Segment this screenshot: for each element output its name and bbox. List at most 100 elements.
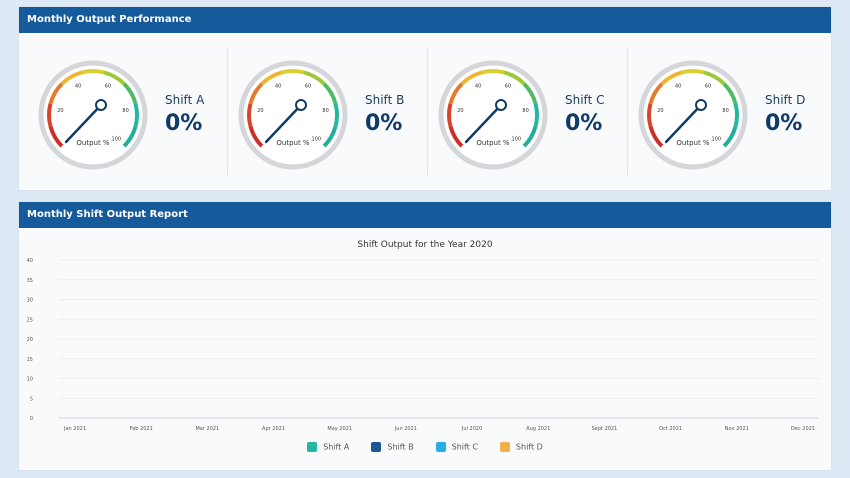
- legend-swatch: [499, 442, 510, 452]
- gauge-arc-segment: [703, 70, 726, 86]
- gauge-tick-label: 60: [505, 84, 511, 90]
- gauge-arc-segment: [503, 70, 526, 86]
- y-tick-label: 35: [27, 278, 33, 284]
- gauge-tick-label: 60: [305, 84, 311, 90]
- y-tick-label: 25: [27, 317, 33, 323]
- gauge-tick-label: 80: [522, 108, 528, 114]
- legend-item[interactable]: Shift A: [307, 442, 349, 452]
- chart-title: Shift Output for the Year 2020: [357, 240, 492, 250]
- gauge-arc-segment: [333, 103, 339, 127]
- gauge-arc-segment: [448, 125, 464, 148]
- y-tick-label: 5: [30, 396, 33, 402]
- gauge-tick-label: 100: [512, 136, 522, 142]
- legend-swatch: [435, 442, 446, 452]
- shift-name-label: Shift C: [565, 93, 605, 107]
- shift-output-chart: Shift Output for the Year 2020 0 5 10 15 20 25…: [27, 240, 819, 432]
- gauge-tick-label: 20: [457, 108, 463, 114]
- legend-item[interactable]: Shift B: [371, 442, 414, 452]
- shift-output-value: 0%: [365, 111, 403, 136]
- gauge-tick-label: 20: [257, 108, 263, 114]
- gauge-arc-segment: [647, 103, 653, 127]
- gauge-arc-segment: [648, 82, 664, 105]
- gauge-hub: [495, 99, 507, 111]
- gauge-arc-segment: [122, 125, 138, 148]
- x-tick-label: Mar 2021: [195, 426, 219, 432]
- legend-item[interactable]: Shift C: [435, 442, 478, 452]
- gauge-tick-label: 40: [275, 84, 281, 90]
- y-tick-label: 30: [27, 298, 33, 304]
- gauge-caption: Output %: [676, 139, 710, 147]
- gauge-arc-segment: [522, 125, 538, 148]
- gauge-hub: [95, 99, 107, 111]
- gauge-arc-segment: [322, 125, 338, 148]
- output-performance-header: Monthly Output Performance: [19, 7, 831, 33]
- gauge-arc-segment: [281, 69, 305, 75]
- gauge-card-2: 20 40 60 80 100 Output % Shift B 0%: [237, 47, 427, 175]
- gauge-needle: [664, 103, 703, 144]
- gauge-divider: [427, 47, 428, 175]
- gauge-arc-segment: [533, 103, 539, 127]
- gauge-card-1: 20 40 60 80 100 Output % Shift A 0%: [37, 47, 227, 175]
- gauge-tick-label: 60: [705, 84, 711, 90]
- gauge-arc-segment: [133, 103, 139, 127]
- gauge-arc-segment: [48, 82, 64, 105]
- gauge-arc-segment: [460, 70, 483, 86]
- legend-item[interactable]: Shift D: [499, 442, 543, 452]
- x-tick-label: Aug 2021: [526, 426, 550, 432]
- gauge-arc-segment: [48, 125, 64, 148]
- gauge-arc-segment: [447, 103, 453, 127]
- legend-label: Shift C: [451, 442, 478, 452]
- x-tick-label: Jun 2021: [394, 426, 417, 432]
- shift-name-label: Shift A: [165, 93, 205, 107]
- legend-swatch: [371, 442, 382, 452]
- x-tick-label: Oct 2021: [659, 426, 682, 432]
- gauge-arc-segment: [722, 82, 738, 105]
- gauge-arc-segment: [247, 103, 253, 127]
- gauge-arc-segment: [722, 125, 738, 148]
- shift-output-value: 0%: [765, 111, 803, 136]
- legend-label: Shift B: [387, 442, 414, 452]
- gauge-needle: [64, 103, 103, 144]
- gauge-arc-segment: [81, 69, 105, 75]
- legend-label: Shift A: [323, 442, 350, 452]
- gauge-tick-label: 20: [57, 108, 63, 114]
- x-tick-label: May 2021: [327, 426, 352, 432]
- gauge-arc-segment: [322, 82, 338, 105]
- gauge-arc-segment: [60, 70, 83, 86]
- y-tick-label: 10: [27, 377, 33, 383]
- gauge-hub: [295, 99, 307, 111]
- chart-area: Shift Output for the Year 2020 0 5 10 15 20 25…: [19, 228, 831, 470]
- legend-label: Shift D: [515, 442, 543, 452]
- x-tick-label: Dec 2021: [791, 426, 815, 432]
- x-tick-label: Jan 2021: [63, 426, 86, 432]
- gauge-tick-label: 40: [75, 84, 81, 90]
- output-performance-panel: Monthly Output Performance 20 40 60 80 100 Ou…: [19, 7, 831, 190]
- gauge-needle: [464, 103, 503, 144]
- gauge-arc-segment: [648, 125, 664, 148]
- gauge-arc-segment: [103, 70, 126, 86]
- gauge-arc-segment: [733, 103, 739, 127]
- shift-name-label: Shift D: [765, 93, 806, 107]
- gauge-arc-segment: [681, 69, 705, 75]
- shift-output-report-header: Monthly Shift Output Report: [19, 202, 831, 228]
- chart-legend: Shift A Shift B Shift C Shift D: [19, 442, 831, 452]
- y-tick-label: 15: [27, 357, 33, 363]
- gauge-needle: [264, 103, 303, 144]
- shift-name-label: Shift B: [365, 93, 405, 107]
- x-tick-label: Feb 2021: [130, 426, 153, 432]
- y-tick-label: 0: [30, 416, 33, 422]
- gauge-tick-label: 100: [712, 136, 722, 142]
- gauge-tick-label: 40: [675, 84, 681, 90]
- x-tick-label: Sept 2021: [592, 426, 618, 432]
- gauge-arc-segment: [303, 70, 326, 86]
- shift-output-report-panel: Monthly Shift Output Report Shift Output…: [19, 202, 831, 470]
- gauge-tick-label: 100: [112, 136, 122, 142]
- x-tick-label: Jul 2020: [461, 426, 482, 432]
- gauge-tick-label: 60: [105, 84, 111, 90]
- gauge-tick-label: 80: [722, 108, 728, 114]
- gauge-caption: Output %: [276, 139, 310, 147]
- gauge-arc-segment: [260, 70, 283, 86]
